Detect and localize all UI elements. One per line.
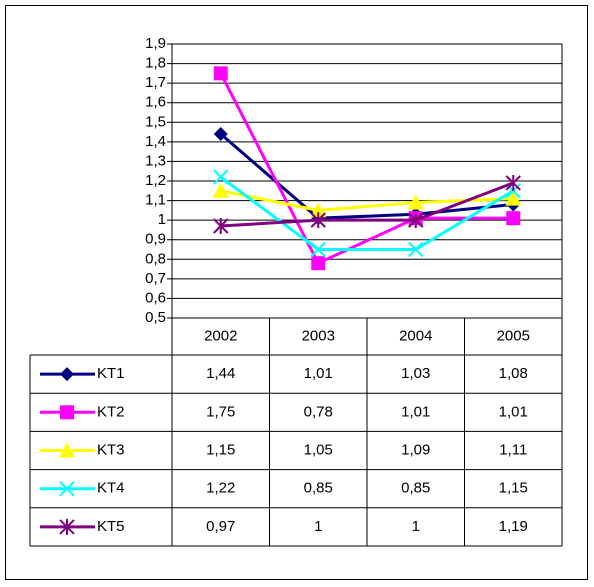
marker bbox=[505, 190, 522, 206]
marker bbox=[408, 212, 424, 229]
marker bbox=[60, 367, 74, 382]
legend-label: KT1 bbox=[97, 365, 125, 382]
marker bbox=[407, 194, 424, 210]
marker bbox=[60, 405, 74, 420]
table-cell: 1,08 bbox=[499, 365, 528, 382]
table-cell: 1,01 bbox=[401, 403, 430, 420]
chart-border bbox=[5, 5, 588, 580]
marker bbox=[408, 241, 424, 258]
marker bbox=[213, 127, 228, 142]
y-tick-label: 1,6 bbox=[145, 94, 166, 111]
table-cell: 0,85 bbox=[401, 480, 430, 497]
table-cell: 1,01 bbox=[304, 365, 333, 382]
table-cell: 0,85 bbox=[304, 480, 333, 497]
y-tick-label: 1,7 bbox=[145, 74, 166, 91]
table-cell: 1,15 bbox=[206, 441, 235, 458]
x-tick-label: 2003 bbox=[302, 327, 335, 344]
marker bbox=[310, 241, 326, 258]
marker bbox=[213, 169, 229, 185]
legend-label: KT2 bbox=[97, 403, 125, 420]
table-cell: 1,44 bbox=[206, 365, 235, 382]
y-tick-label: 1,1 bbox=[145, 192, 166, 209]
table-cell: 1,03 bbox=[401, 365, 430, 382]
legend-label: KT5 bbox=[97, 518, 125, 535]
y-tick-label: 1,4 bbox=[145, 133, 166, 150]
table-cell: 0,78 bbox=[304, 403, 333, 420]
table-cell: 1,05 bbox=[304, 441, 333, 458]
y-tick-label: 0,5 bbox=[145, 309, 166, 326]
table-cell: 0,97 bbox=[206, 518, 235, 535]
marker bbox=[505, 174, 521, 191]
marker bbox=[59, 442, 75, 458]
series-line bbox=[220, 181, 514, 228]
table-cell: 1,11 bbox=[499, 441, 527, 458]
y-tick-label: 1,3 bbox=[145, 152, 166, 169]
series-line bbox=[219, 175, 515, 251]
table-cell: 1,15 bbox=[499, 480, 528, 497]
table-cell: 1 bbox=[412, 518, 420, 535]
x-tick-label: 2004 bbox=[399, 327, 432, 344]
marker bbox=[59, 480, 75, 497]
table-cell: 1,09 bbox=[401, 441, 430, 458]
marker bbox=[311, 256, 326, 271]
table-cell: 1,75 bbox=[206, 403, 235, 420]
table-cell: 1,19 bbox=[499, 518, 528, 535]
y-tick-label: 1,2 bbox=[145, 172, 166, 189]
y-tick-label: 1,5 bbox=[145, 113, 166, 130]
marker bbox=[506, 211, 521, 226]
x-tick-label: 2005 bbox=[497, 327, 530, 344]
table-cell: 1 bbox=[314, 518, 322, 535]
marker bbox=[310, 202, 327, 218]
marker bbox=[212, 182, 229, 198]
x-tick-label: 2002 bbox=[204, 327, 237, 344]
y-tick-label: 0,6 bbox=[145, 289, 166, 306]
legend-label: KT4 bbox=[97, 480, 125, 497]
y-tick-label: 0,9 bbox=[145, 231, 166, 248]
marker bbox=[59, 518, 75, 535]
marker bbox=[213, 66, 228, 81]
y-tick-label: 0,8 bbox=[145, 250, 166, 267]
y-tick-label: 1,8 bbox=[145, 55, 166, 72]
y-tick-label: 1 bbox=[158, 211, 166, 228]
marker bbox=[310, 212, 326, 229]
y-tick-label: 0,7 bbox=[145, 270, 166, 287]
marker bbox=[213, 218, 229, 235]
legend-label: KT3 bbox=[97, 441, 125, 458]
table-cell: 1,01 bbox=[499, 403, 528, 420]
table-cell: 1,22 bbox=[206, 480, 235, 497]
y-tick-label: 1,9 bbox=[145, 35, 166, 52]
series-line bbox=[219, 132, 514, 220]
series-line bbox=[219, 72, 514, 266]
